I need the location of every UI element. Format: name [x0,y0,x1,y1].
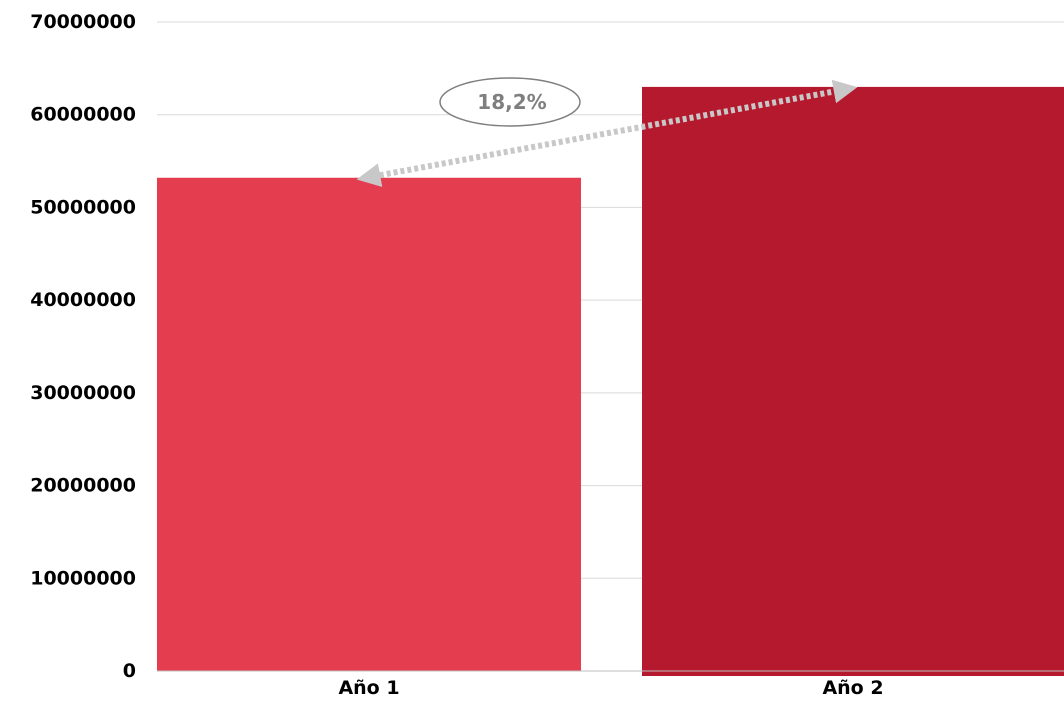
y-tick-label: 40000000 [30,289,136,311]
x-tick-label: Año 2 [822,677,883,699]
y-tick-label: 30000000 [30,382,136,404]
x-tick-label: Año 1 [338,677,399,699]
bar-2 [642,86,1064,676]
x-axis-tick-labels: Año 1 Año 2 [338,677,883,699]
y-tick-label: 60000000 [30,104,136,126]
y-tick-label: 0 [123,660,136,682]
change-label-ellipse [439,77,581,127]
bar-1 [157,177,581,671]
y-tick-label: 70000000 [30,11,136,33]
bars [157,86,1064,676]
y-tick-label: 20000000 [30,475,136,497]
y-axis-tick-labels: 0 10000000 20000000 30000000 40000000 5000000… [30,11,136,682]
change-label: 18,2% [477,90,546,114]
y-tick-label: 50000000 [30,196,136,218]
change-arrow [356,79,858,187]
y-tick-label: 10000000 [30,567,136,589]
change-annotation: 18,2% [356,77,858,187]
